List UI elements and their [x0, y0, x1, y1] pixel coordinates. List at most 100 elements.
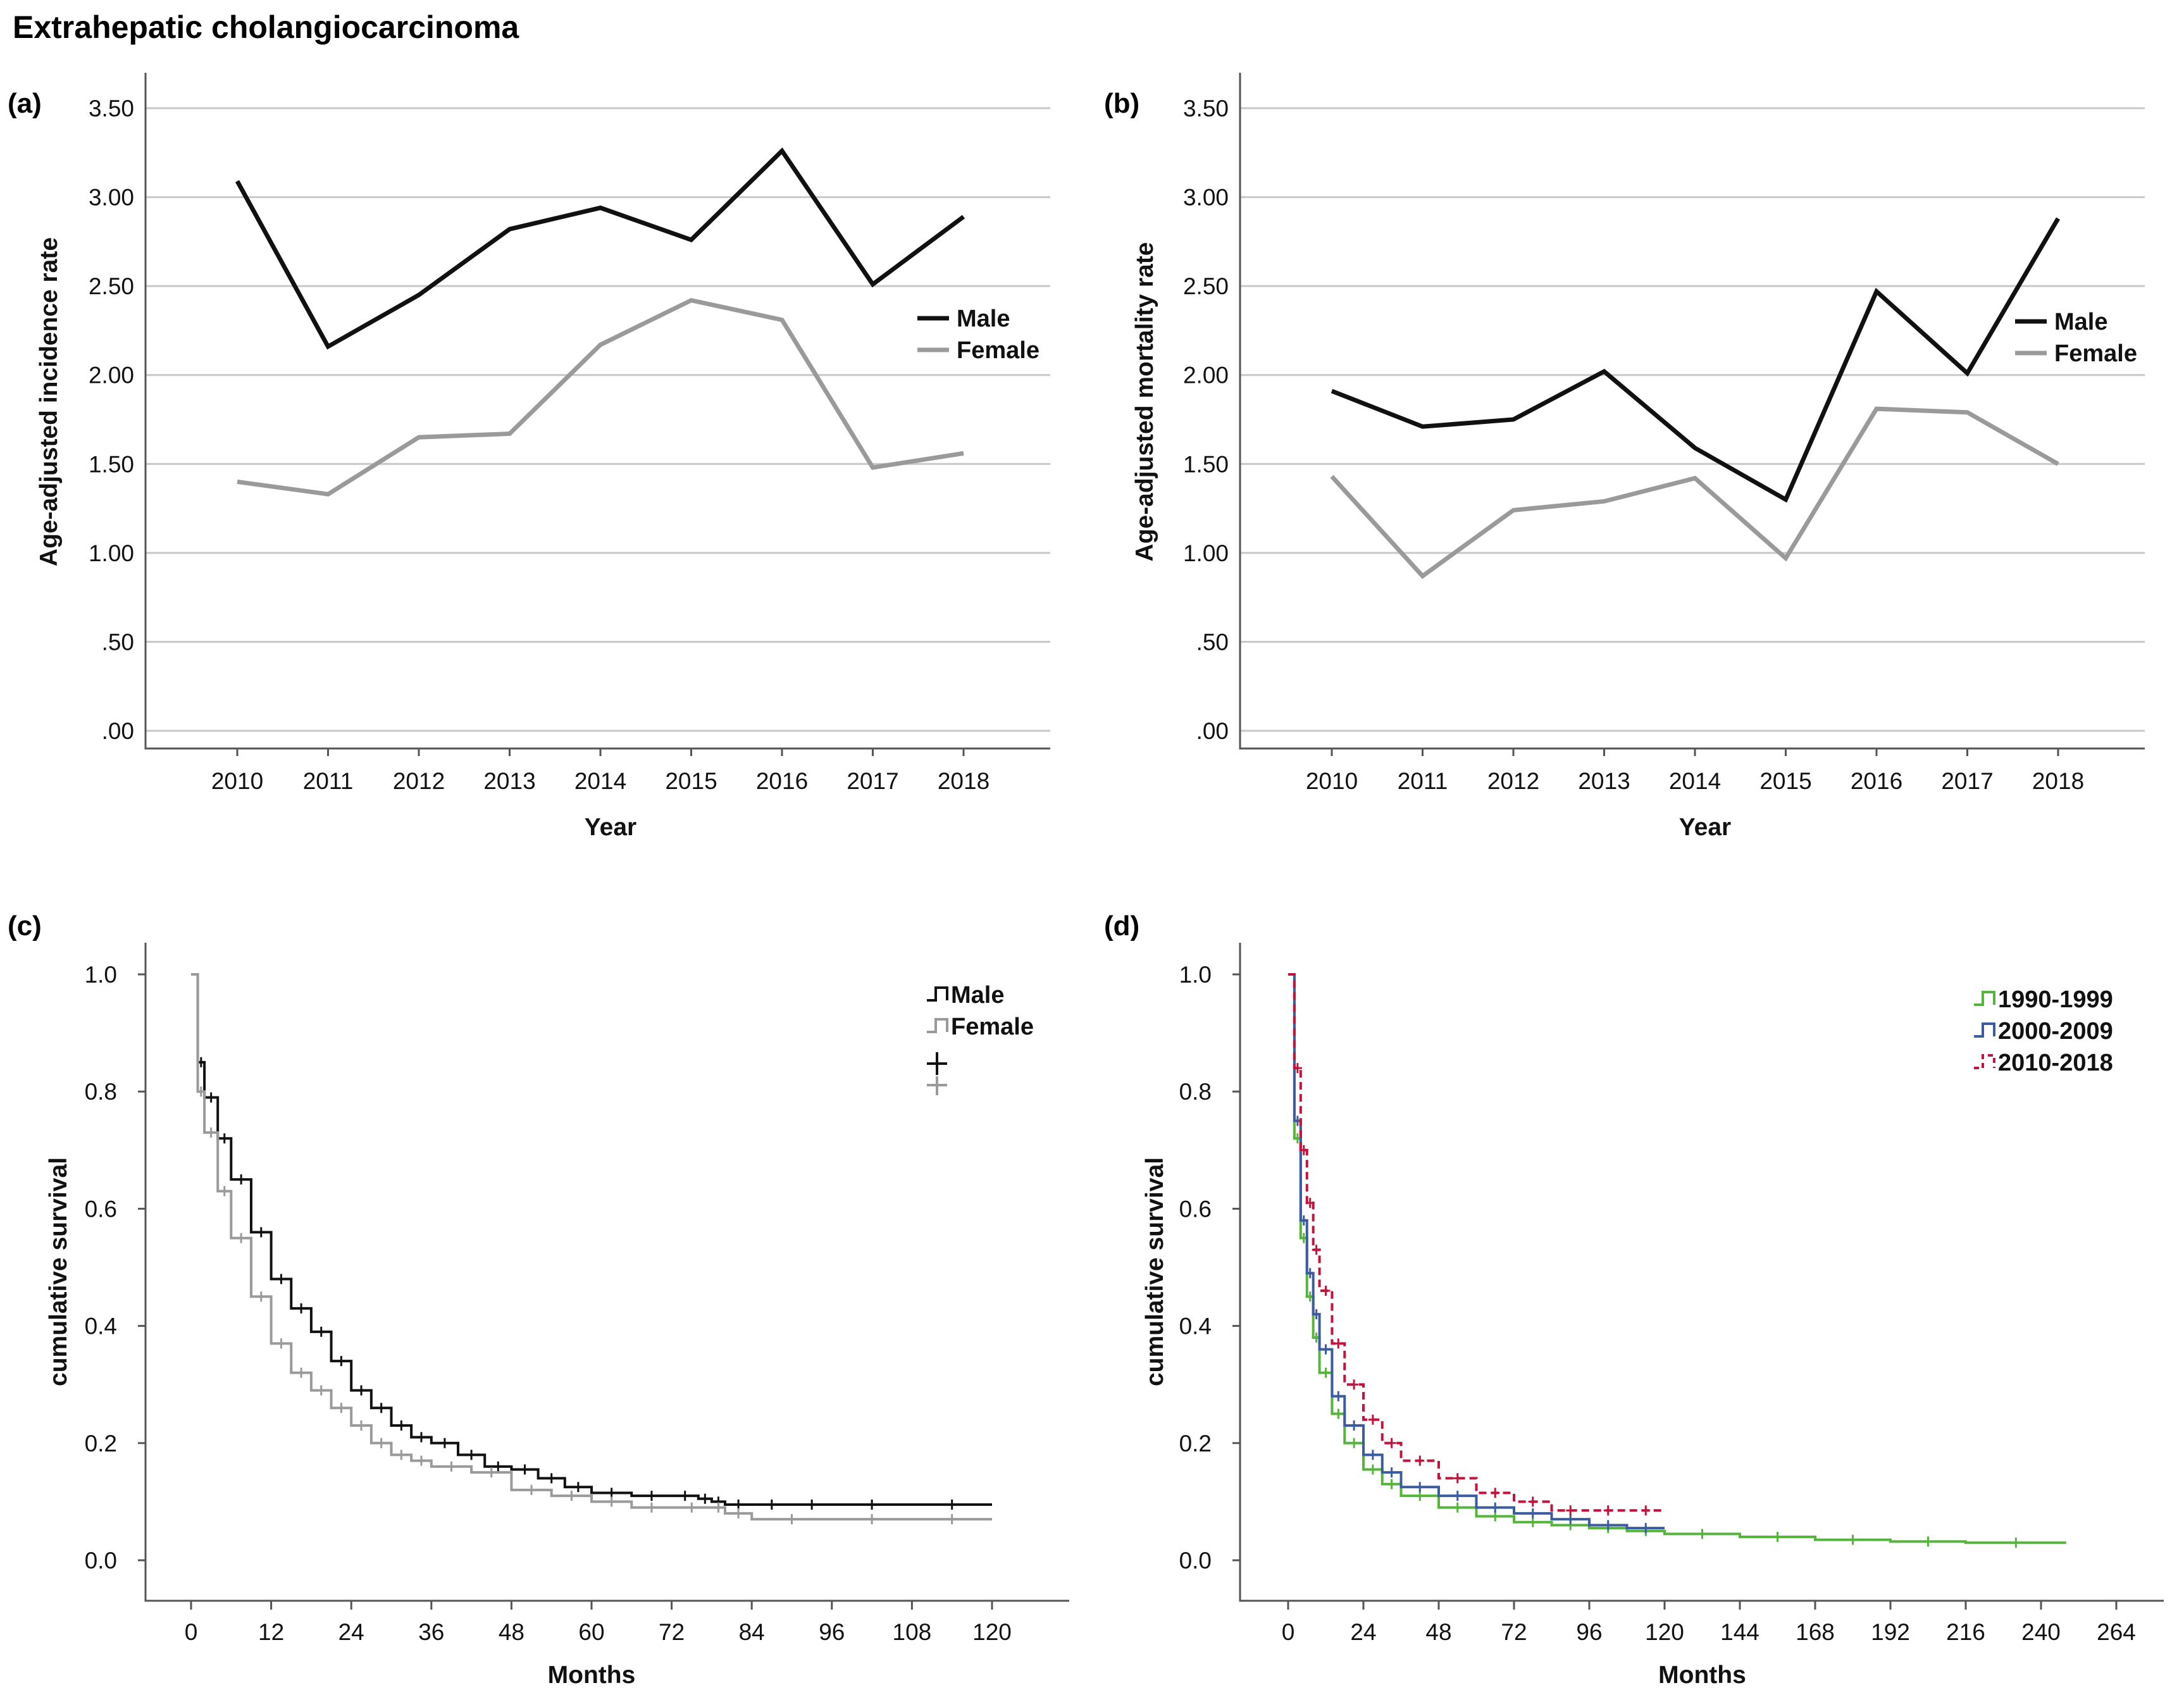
legend-label: Female — [951, 1014, 1034, 1040]
censor-mark — [1334, 1391, 1343, 1401]
censor-mark — [1334, 1338, 1343, 1349]
censor-mark — [1415, 1482, 1425, 1493]
censor-mark — [376, 1438, 386, 1448]
censor-mark — [1453, 1491, 1462, 1501]
x-tick-label: 192 — [1871, 1619, 1910, 1645]
x-tick-label: 2016 — [756, 768, 808, 794]
km-curve-2000-2009 — [1288, 973, 1665, 1530]
y-axis-label: cumulative survival — [45, 1157, 72, 1386]
y-tick-label: 1.50 — [1183, 451, 1229, 477]
x-axis-label: Year — [585, 814, 636, 841]
censor-mark — [1603, 1505, 1613, 1516]
censor-mark — [1528, 1517, 1537, 1527]
chart-incidence: .00 .50 1.00 1.50 2.00 2.50 3.00 3.50 2010 2011 20… — [35, 73, 1050, 841]
x-axis-label: Months — [1658, 1662, 1746, 1689]
x-tick-label: 0 — [185, 1619, 198, 1645]
series-line-female — [237, 297, 964, 497]
censor-mark — [1528, 1496, 1537, 1507]
x-tick-label: 12 — [258, 1619, 284, 1645]
x-tick-label: 108 — [893, 1619, 932, 1645]
y-tick-label: 0.6 — [1179, 1196, 1212, 1222]
y-tick-label: .00 — [102, 718, 134, 744]
figure-title: Extrahepatic cholangiocarcinoma — [13, 9, 519, 45]
x-tick-label: 2012 — [1487, 768, 1539, 794]
censor-mark — [947, 1514, 957, 1525]
y-tick-label: 3.00 — [1183, 185, 1229, 211]
x-tick-label: 0 — [1282, 1619, 1295, 1645]
y-tick-label: 2.50 — [1183, 273, 1229, 299]
censor-mark — [276, 1274, 286, 1284]
x-tick-label: 2010 — [211, 768, 263, 794]
censor-mark — [1566, 1514, 1575, 1525]
y-tick-label: 2.00 — [1183, 363, 1229, 388]
censor-mark — [376, 1403, 386, 1413]
x-tick-label: 2018 — [938, 768, 990, 794]
y-tick-label: .00 — [1196, 718, 1229, 744]
x-tick-label: 48 — [1425, 1619, 1451, 1645]
x-tick-label: 2017 — [1941, 768, 1993, 794]
censor-mark — [1368, 1464, 1377, 1475]
censor-mark — [493, 1461, 503, 1472]
chart-mortality: .00 .50 1.00 1.50 2.00 2.50 3.00 3.50 2010 2011 20… — [1131, 73, 2145, 841]
censor-mark — [1491, 1502, 1500, 1513]
censor-mark — [607, 1496, 616, 1507]
x-tick-label: 240 — [2021, 1619, 2061, 1645]
censor-mark — [337, 1356, 346, 1367]
censor-mark — [767, 1500, 776, 1510]
censor-mark — [1305, 1198, 1315, 1208]
censor-mark — [520, 1464, 530, 1475]
x-tick-label: 96 — [1576, 1619, 1602, 1645]
legend-label: Male — [951, 982, 1004, 1009]
censor-mark — [1312, 1309, 1321, 1320]
censor-mark — [867, 1514, 877, 1525]
censor-mark — [607, 1488, 616, 1498]
series-line-male — [235, 147, 965, 350]
y-tick-label: .50 — [1196, 629, 1229, 655]
censor-mark — [700, 1493, 710, 1504]
censor-mark — [647, 1502, 656, 1513]
x-tick-label: 48 — [499, 1619, 524, 1645]
censor-mark — [416, 1455, 426, 1466]
y-tick-label: 1.00 — [89, 540, 134, 566]
x-tick-label: 60 — [578, 1619, 604, 1645]
panel-label-a: (a) — [8, 88, 42, 119]
censor-mark — [680, 1491, 690, 1501]
censor-mark — [787, 1514, 797, 1525]
censor-mark — [256, 1291, 266, 1302]
legend-label: 2000-2009 — [1998, 1018, 2113, 1045]
censor-mark — [1293, 1063, 1302, 1074]
censor-mark — [1349, 1379, 1359, 1390]
legend-label: Male — [957, 306, 1010, 332]
censor-mark — [357, 1420, 366, 1431]
y-axis-label: cumulative survival — [1141, 1157, 1169, 1386]
censor-mark — [1641, 1505, 1651, 1516]
censor-mark — [316, 1385, 326, 1396]
x-tick-label: 24 — [338, 1619, 364, 1645]
y-tick-label: 1.50 — [89, 451, 134, 477]
legend-label: 1990-1999 — [1998, 986, 2113, 1013]
x-tick-label: 2013 — [483, 768, 535, 794]
censor-mark — [416, 1432, 426, 1443]
censor-mark — [1453, 1473, 1462, 1484]
censor-mark — [440, 1438, 449, 1448]
censor-mark — [1491, 1511, 1500, 1522]
censor-mark — [867, 1500, 877, 1510]
y-tick-label: .50 — [102, 629, 134, 655]
x-tick-label: 84 — [739, 1619, 765, 1645]
axis-frame — [144, 73, 1050, 750]
y-tick-label: 1.00 — [1183, 540, 1229, 566]
y-tick-label: 0.2 — [1179, 1431, 1212, 1457]
censor-mark — [487, 1467, 496, 1478]
km-curve-male — [191, 973, 992, 1506]
y-tick-label: 3.00 — [89, 185, 134, 211]
x-tick-label: 2016 — [1851, 768, 1902, 794]
legend-swatch — [927, 986, 948, 1002]
axis-frame — [1239, 73, 2145, 750]
censor-mark — [1566, 1505, 1575, 1516]
x-axis-label: Months — [548, 1662, 636, 1689]
x-tick-label: 24 — [1350, 1619, 1376, 1645]
x-tick-label: 2013 — [1578, 768, 1630, 794]
censor-mark — [1349, 1438, 1359, 1448]
chart-survival-period: 0.0 0.2 0.4 0.6 0.8 1.0 0 24 48 72 96 120 144 168 192 2… — [1141, 943, 2164, 1689]
